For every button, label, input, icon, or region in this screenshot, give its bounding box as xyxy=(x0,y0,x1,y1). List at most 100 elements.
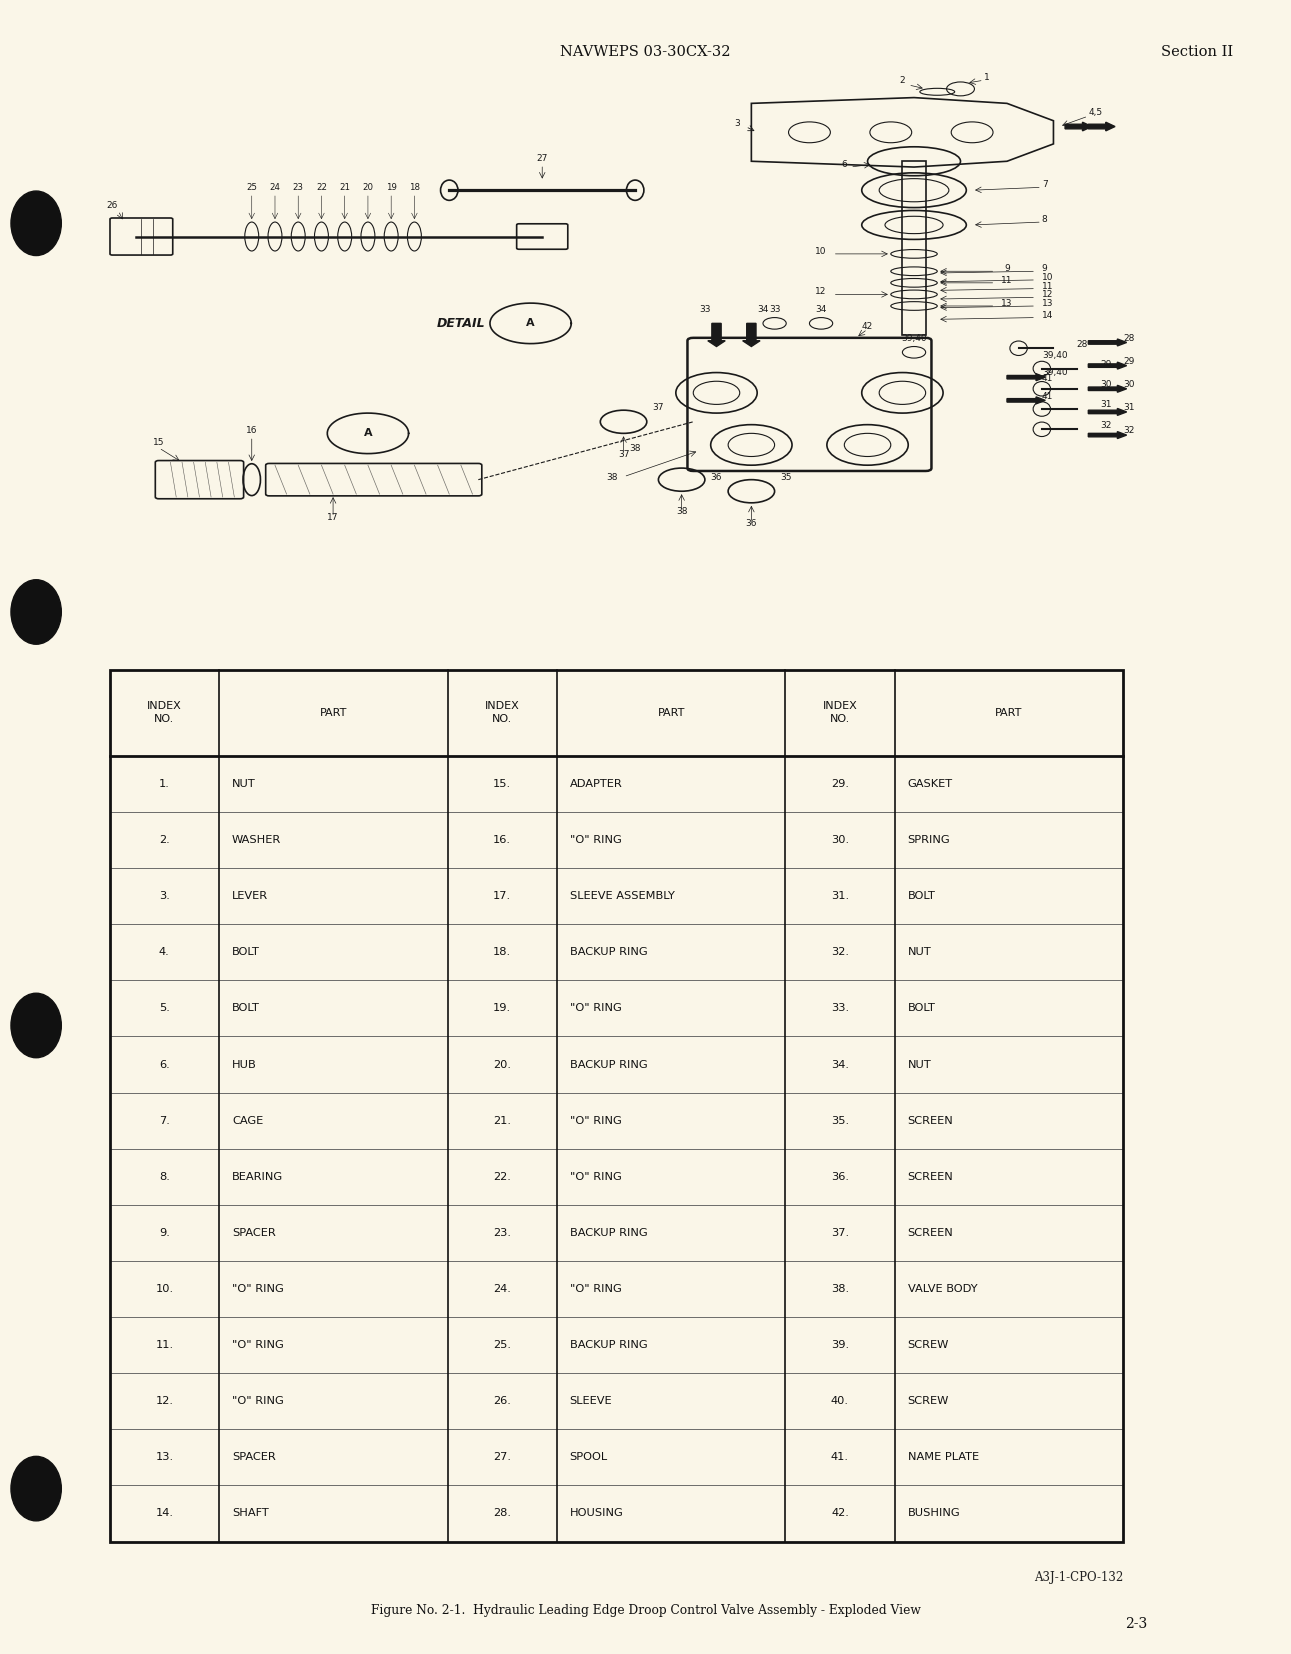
Text: 41: 41 xyxy=(1042,392,1053,400)
Text: 18: 18 xyxy=(409,184,420,192)
Text: 37: 37 xyxy=(618,450,629,458)
Text: 16.: 16. xyxy=(493,835,511,845)
FancyArrow shape xyxy=(1088,385,1127,392)
Text: 11: 11 xyxy=(1002,276,1012,284)
Text: 18.: 18. xyxy=(493,948,511,958)
Text: 36.: 36. xyxy=(831,1171,849,1181)
Text: 31: 31 xyxy=(1100,400,1112,409)
Text: 9.: 9. xyxy=(159,1227,170,1237)
Text: "O" RING: "O" RING xyxy=(569,835,621,845)
Text: 6: 6 xyxy=(842,160,847,169)
Text: SPOOL: SPOOL xyxy=(569,1452,608,1462)
Text: 8.: 8. xyxy=(159,1171,170,1181)
Text: 14.: 14. xyxy=(155,1508,173,1518)
Text: 31: 31 xyxy=(1123,404,1135,412)
Text: 34: 34 xyxy=(816,304,826,314)
Text: 6.: 6. xyxy=(159,1060,169,1070)
Bar xyxy=(110,670,1123,1542)
Text: 25: 25 xyxy=(247,184,257,192)
Text: 41.: 41. xyxy=(831,1452,849,1462)
FancyArrow shape xyxy=(1065,122,1092,131)
Text: 24.: 24. xyxy=(493,1284,511,1293)
Text: 32: 32 xyxy=(1100,420,1112,430)
Text: "O" RING: "O" RING xyxy=(569,1116,621,1126)
Circle shape xyxy=(12,192,62,255)
Text: 30: 30 xyxy=(1123,380,1135,389)
Text: 7.: 7. xyxy=(159,1116,170,1126)
Text: 10: 10 xyxy=(816,246,826,256)
Text: "O" RING: "O" RING xyxy=(232,1284,284,1293)
Circle shape xyxy=(12,1456,62,1522)
Text: BOLT: BOLT xyxy=(232,1004,259,1014)
FancyArrow shape xyxy=(1007,374,1046,380)
Text: DETAIL: DETAIL xyxy=(436,318,485,329)
Text: 38.: 38. xyxy=(831,1284,849,1293)
Text: 32.: 32. xyxy=(831,948,849,958)
Text: 3.: 3. xyxy=(159,892,170,901)
Text: 20: 20 xyxy=(363,184,373,192)
Text: HUB: HUB xyxy=(232,1060,257,1070)
Text: 27: 27 xyxy=(537,154,547,164)
Text: 33: 33 xyxy=(700,304,710,314)
Text: SCREEN: SCREEN xyxy=(908,1227,953,1237)
Text: 33: 33 xyxy=(769,304,780,314)
Text: NAME PLATE: NAME PLATE xyxy=(908,1452,979,1462)
Text: HOUSING: HOUSING xyxy=(569,1508,624,1518)
Text: 12: 12 xyxy=(816,288,826,296)
Text: LEVER: LEVER xyxy=(232,892,269,901)
FancyArrow shape xyxy=(1007,397,1046,404)
Text: 14: 14 xyxy=(1042,311,1053,319)
Text: 13.: 13. xyxy=(155,1452,173,1462)
Text: BEARING: BEARING xyxy=(232,1171,283,1181)
Text: 39.: 39. xyxy=(831,1340,849,1350)
Text: 19.: 19. xyxy=(493,1004,511,1014)
Text: BOLT: BOLT xyxy=(232,948,259,958)
Text: 15.: 15. xyxy=(493,779,511,789)
Text: 2-3: 2-3 xyxy=(1124,1618,1148,1631)
Text: 30: 30 xyxy=(1100,380,1112,389)
Text: 4,5: 4,5 xyxy=(1088,108,1103,117)
Text: INDEX
NO.: INDEX NO. xyxy=(822,701,857,724)
Text: 13: 13 xyxy=(1002,299,1012,308)
Text: 35.: 35. xyxy=(831,1116,849,1126)
Text: 12: 12 xyxy=(1042,291,1053,299)
Text: PART: PART xyxy=(320,708,347,718)
Text: 29.: 29. xyxy=(831,779,849,789)
Text: 28: 28 xyxy=(1077,339,1088,349)
Text: 35: 35 xyxy=(781,473,791,481)
Circle shape xyxy=(12,579,62,645)
Text: 26.: 26. xyxy=(493,1396,511,1406)
Text: 34.: 34. xyxy=(831,1060,849,1070)
Text: SCREEN: SCREEN xyxy=(908,1171,953,1181)
Text: 17.: 17. xyxy=(493,892,511,901)
Text: SPRING: SPRING xyxy=(908,835,950,845)
Text: 19: 19 xyxy=(386,184,396,192)
Text: SHAFT: SHAFT xyxy=(232,1508,269,1518)
Text: 8: 8 xyxy=(1042,215,1047,223)
Text: 31.: 31. xyxy=(831,892,849,901)
Text: 16: 16 xyxy=(247,427,257,435)
Text: SPACER: SPACER xyxy=(232,1452,276,1462)
Text: 13: 13 xyxy=(1042,299,1053,308)
Text: 41: 41 xyxy=(1042,374,1053,384)
Text: 40.: 40. xyxy=(831,1396,849,1406)
Text: ADAPTER: ADAPTER xyxy=(569,779,622,789)
Circle shape xyxy=(12,992,62,1059)
Text: 34: 34 xyxy=(758,304,768,314)
Text: 2.: 2. xyxy=(159,835,169,845)
Text: Figure No. 2-1.  Hydraulic Leading Edge Droop Control Valve Assembly - Exploded : Figure No. 2-1. Hydraulic Leading Edge D… xyxy=(371,1604,920,1618)
Text: 42: 42 xyxy=(862,323,873,331)
Text: BACKUP RING: BACKUP RING xyxy=(569,1340,647,1350)
Text: 39,40: 39,40 xyxy=(901,334,927,342)
Text: 24: 24 xyxy=(270,184,280,192)
Text: 3: 3 xyxy=(735,119,740,127)
Text: 15: 15 xyxy=(154,438,164,447)
FancyArrow shape xyxy=(707,324,726,347)
FancyArrow shape xyxy=(1088,362,1127,369)
Text: NUT: NUT xyxy=(908,1060,931,1070)
Text: 27.: 27. xyxy=(493,1452,511,1462)
Text: 26: 26 xyxy=(107,200,117,210)
Text: 30.: 30. xyxy=(831,835,849,845)
Text: 38: 38 xyxy=(607,473,617,481)
Text: 1.: 1. xyxy=(159,779,170,789)
